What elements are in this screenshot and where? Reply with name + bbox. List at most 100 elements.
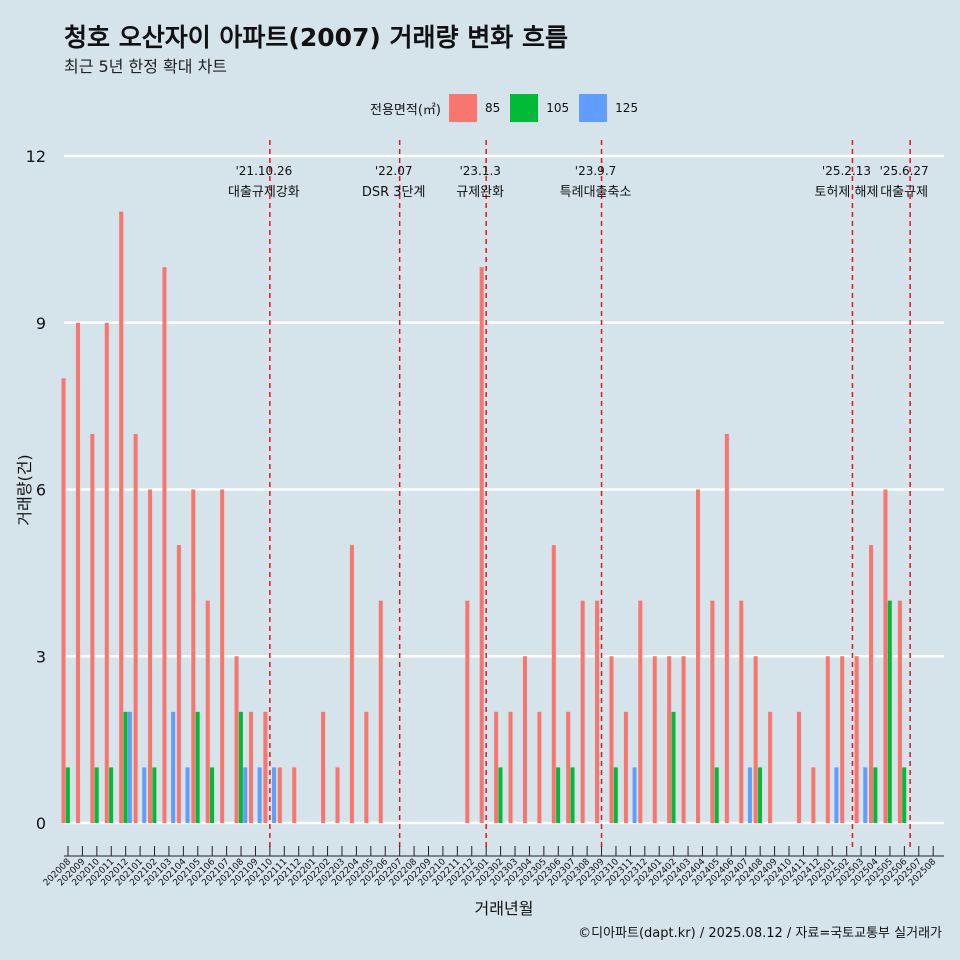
bar-85 [364, 711, 369, 823]
event-label: 대출규제강화 [228, 185, 300, 200]
bar-85 [494, 711, 499, 823]
bar-85 [854, 656, 859, 823]
event-label: 특례대출축소 [560, 185, 632, 200]
bar-85 [119, 211, 124, 824]
bar-105 [94, 767, 99, 823]
bar-85 [191, 489, 196, 823]
event-date: '25.6.27 [880, 164, 929, 178]
bar-125 [243, 767, 248, 823]
legend-swatch-125 [579, 94, 608, 122]
bar-125 [142, 767, 147, 823]
event-date: '21.10.26 [236, 164, 293, 178]
bar-125 [272, 767, 277, 823]
bar-105 [757, 767, 763, 823]
bar-105 [109, 767, 114, 823]
event-label: DSR 3단계 [362, 185, 426, 200]
bar-105 [902, 767, 907, 823]
bar-125 [632, 767, 637, 823]
bar-105 [152, 767, 157, 823]
bar-85 [205, 600, 210, 823]
bar-85 [753, 656, 758, 823]
bar-105 [556, 767, 561, 823]
bar-85 [869, 545, 874, 823]
bar-85 [695, 489, 701, 823]
bar-85 [566, 711, 571, 823]
bar-85 [479, 267, 484, 824]
bar-85 [465, 600, 470, 823]
legend-item-85: 85 [448, 94, 501, 122]
bar-85 [739, 600, 744, 823]
bar-85 [248, 711, 253, 823]
bar-85 [349, 545, 354, 823]
bar-85 [263, 711, 268, 823]
bar-105 [671, 711, 676, 823]
bar-85 [148, 489, 153, 823]
bar-85 [378, 600, 383, 823]
bar-85 [623, 711, 628, 823]
legend-swatch-105 [510, 94, 539, 122]
bar-85 [234, 656, 239, 823]
bar-85 [321, 711, 326, 823]
event-date: '25.2.13 [822, 164, 871, 178]
bar-85 [61, 378, 66, 823]
bar-105 [873, 767, 878, 823]
bar-85 [811, 767, 816, 823]
bar-85 [638, 600, 643, 823]
bar-85 [667, 656, 672, 823]
bar-85 [897, 600, 902, 823]
y-tick-label: 6 [36, 481, 46, 500]
y-tick-label: 12 [26, 147, 46, 166]
bar-85 [710, 600, 715, 823]
bar-105 [887, 600, 892, 823]
bar-125 [171, 711, 176, 823]
bar-85 [162, 267, 167, 824]
bar-125 [257, 767, 262, 823]
bar-85 [75, 322, 80, 823]
bar-105 [498, 767, 503, 823]
y-tick-label: 3 [36, 647, 46, 666]
chart-title: 청호 오산자이 아파트(2007) 거래량 변화 흐름 [64, 23, 568, 52]
legend-label-85: 85 [484, 101, 501, 115]
bar-85 [652, 656, 657, 823]
bar-125 [747, 767, 752, 823]
y-axis-title: 거래량(건) [15, 454, 34, 525]
legend-item-105: 105 [510, 94, 569, 122]
source-caption: ©디아파트(dapt.kr) / 2025.08.12 / 자료=국토교통부 실… [578, 926, 942, 941]
bar-85 [90, 433, 95, 823]
legend-title: 전용면적(㎡) [370, 102, 441, 118]
y-tick-label: 0 [36, 814, 46, 833]
bar-85 [840, 656, 845, 823]
bar-105 [210, 767, 215, 823]
bar-125 [834, 767, 839, 823]
bar-105 [714, 767, 719, 823]
bar-85 [724, 433, 729, 823]
bar-105 [570, 767, 575, 823]
legend-label-105: 105 [546, 101, 570, 115]
bar-105 [195, 711, 200, 823]
y-tick-label: 9 [36, 314, 46, 333]
legend-swatch-85 [448, 94, 477, 122]
bar-85 [768, 711, 773, 823]
event-date: '23.1.3 [459, 164, 500, 178]
bar-85 [508, 711, 513, 823]
bar-105 [613, 767, 618, 823]
event-label: 규제완화 [456, 185, 504, 200]
bar-105 [123, 711, 128, 823]
bar-85 [796, 711, 801, 823]
bar-85 [580, 600, 585, 823]
bar-85 [104, 322, 109, 823]
bar-85 [292, 767, 297, 823]
bar-85 [681, 656, 686, 823]
bar-105 [65, 767, 70, 823]
bar-85 [825, 656, 830, 823]
chart-subtitle: 최근 5년 한정 확대 차트 [64, 57, 228, 76]
event-label: 토허제 해제 [814, 185, 878, 200]
x-axis-title: 거래년월 [475, 899, 534, 918]
bar-85 [220, 489, 225, 823]
bar-105 [238, 711, 243, 823]
bar-85 [537, 711, 542, 823]
bar-125 [863, 767, 868, 823]
event-label: 대출규제 [880, 185, 928, 200]
bar-125 [127, 711, 132, 823]
